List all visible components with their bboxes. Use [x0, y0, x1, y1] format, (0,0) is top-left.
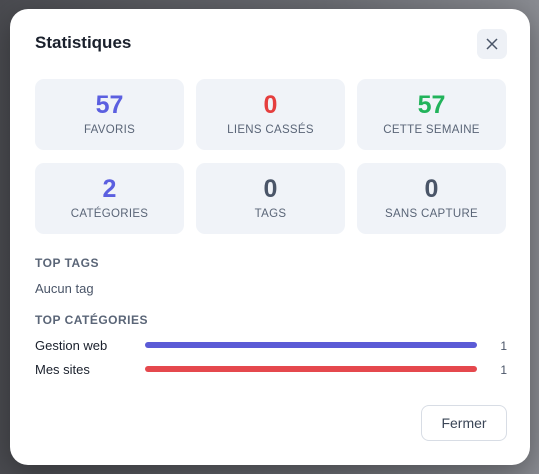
- close-icon: [486, 38, 498, 50]
- category-bar: [145, 342, 477, 348]
- stat-value: 0: [424, 175, 439, 203]
- category-name: Mes sites: [35, 362, 90, 377]
- stat-value: 0: [263, 91, 278, 119]
- close-button[interactable]: Fermer: [421, 405, 507, 441]
- stat-value: 57: [417, 91, 446, 119]
- stat-card: 0 LIENS CASSÉS: [196, 79, 345, 150]
- stat-card: 0 SANS CAPTURE: [357, 163, 506, 234]
- bar-track: [145, 366, 477, 372]
- stat-card: 0 TAGS: [196, 163, 345, 234]
- stat-label: CETTE SEMAINE: [383, 124, 480, 136]
- stat-value: 0: [263, 175, 278, 203]
- stat-card: 2 CATÉGORIES: [35, 163, 184, 234]
- section-heading: TOP CATÉGORIES: [35, 313, 149, 327]
- close-button[interactable]: [477, 29, 507, 59]
- category-name: Gestion web: [35, 338, 108, 353]
- category-count: 1: [500, 339, 507, 353]
- modal-title: Statistiques: [35, 33, 132, 52]
- category-bar: [145, 366, 477, 372]
- stat-card: 57 CETTE SEMAINE: [357, 79, 506, 150]
- stat-label: TAGS: [254, 208, 287, 220]
- stat-label: FAVORIS: [83, 124, 136, 136]
- stat-card: 57 FAVORIS: [35, 79, 184, 150]
- stat-label: LIENS CASSÉS: [227, 124, 314, 136]
- section-heading: TOP TAGS: [35, 256, 100, 270]
- empty-text: Aucun tag: [35, 281, 94, 296]
- stat-value: 2: [102, 175, 117, 203]
- category-count: 1: [500, 363, 507, 377]
- stat-value: 57: [95, 91, 124, 119]
- bar-track: [145, 342, 477, 348]
- stat-label: CATÉGORIES: [70, 208, 149, 220]
- stat-label: SANS CAPTURE: [384, 208, 479, 220]
- modal: Statistiques 57 FAVORIS 0 LIENS CASSÉS 57 CET…: [10, 9, 530, 465]
